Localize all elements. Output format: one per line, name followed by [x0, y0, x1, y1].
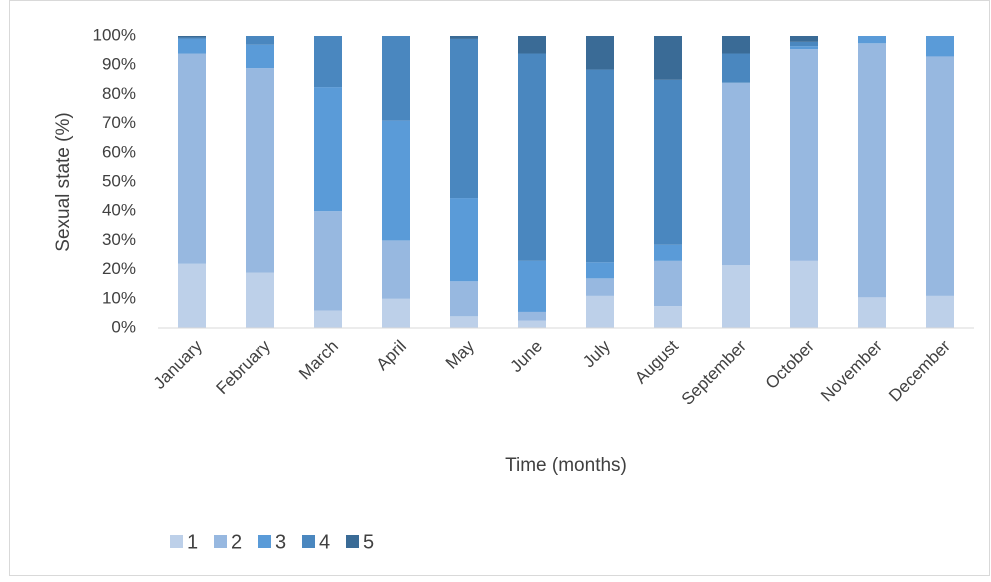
- y-tick-label: 30%: [102, 230, 136, 249]
- bar-segment: [926, 295, 954, 328]
- legend-swatch: [214, 535, 227, 548]
- bar-segment: [790, 41, 818, 47]
- bar-segment: [586, 262, 614, 279]
- y-tick-label: 10%: [102, 288, 136, 307]
- y-tick-label: 40%: [102, 201, 136, 220]
- chart-frame: [9, 0, 990, 576]
- y-tick-label: 90%: [102, 55, 136, 74]
- y-tick-label: 70%: [102, 113, 136, 132]
- bar-segment: [654, 260, 682, 307]
- bar-segment: [586, 36, 614, 70]
- bar-segment: [450, 36, 478, 39]
- y-tick-label: 60%: [102, 142, 136, 161]
- y-tick-label: 0%: [111, 317, 136, 336]
- legend-swatch: [258, 535, 271, 548]
- bar-segment: [246, 68, 274, 273]
- bar-segment: [586, 295, 614, 328]
- bar-segment: [314, 310, 342, 328]
- bar-segment: [518, 36, 546, 54]
- bar-segment: [382, 120, 410, 241]
- bar-segment: [314, 36, 342, 88]
- legend-label: 3: [275, 531, 286, 553]
- legend-label: 2: [231, 531, 242, 553]
- bar-segment: [246, 36, 274, 45]
- bar-segment: [314, 211, 342, 311]
- legend-swatch: [346, 535, 359, 548]
- legend-label: 4: [319, 531, 330, 553]
- bar-segment: [246, 272, 274, 328]
- bar-segment: [450, 38, 478, 199]
- bar-segment: [450, 281, 478, 317]
- bar-segment: [518, 260, 546, 312]
- bar-segment: [722, 265, 750, 328]
- bar-segment: [518, 320, 546, 328]
- legend-label: 1: [187, 531, 198, 553]
- bar-segment: [722, 82, 750, 266]
- y-tick-label: 80%: [102, 84, 136, 103]
- bar-segment: [722, 36, 750, 54]
- bar-segment: [450, 316, 478, 328]
- y-tick-label: 20%: [102, 259, 136, 278]
- bar-segment: [178, 53, 206, 264]
- bar-segment: [654, 79, 682, 245]
- bar-segment: [382, 240, 410, 299]
- bar-segment: [178, 37, 206, 39]
- bar-segment: [858, 36, 886, 44]
- bar-segment: [178, 36, 206, 38]
- bar-segment: [858, 297, 886, 328]
- bar-segment: [246, 44, 274, 69]
- bar-segment: [722, 53, 750, 83]
- bar-segment: [790, 260, 818, 328]
- bar-segment: [518, 53, 546, 261]
- bar-segment: [654, 36, 682, 80]
- legend-swatch: [302, 535, 315, 548]
- y-tick-label: 100%: [93, 25, 136, 44]
- bar-segment: [178, 263, 206, 328]
- bar-segment: [586, 278, 614, 296]
- x-axis-title: Time (months): [505, 455, 627, 476]
- bar-segment: [178, 38, 206, 54]
- bar-segment: [790, 49, 818, 261]
- bar-segment: [790, 36, 818, 42]
- bar-segment: [518, 311, 546, 321]
- bar-segment: [790, 46, 818, 50]
- bar-segment: [450, 198, 478, 282]
- bar-segment: [654, 306, 682, 328]
- bar-segment: [382, 298, 410, 328]
- bar-segment: [586, 69, 614, 263]
- bar-segment: [858, 43, 886, 298]
- y-tick-label: 50%: [102, 171, 136, 190]
- y-axis-title: Sexual state (%): [53, 112, 74, 251]
- bar-segment: [926, 56, 954, 296]
- bar-segment: [926, 36, 954, 57]
- bar-segment: [654, 244, 682, 261]
- bar-segment: [314, 87, 342, 212]
- legend-swatch: [170, 535, 183, 548]
- bar-segment: [382, 36, 410, 121]
- legend-label: 5: [363, 531, 374, 553]
